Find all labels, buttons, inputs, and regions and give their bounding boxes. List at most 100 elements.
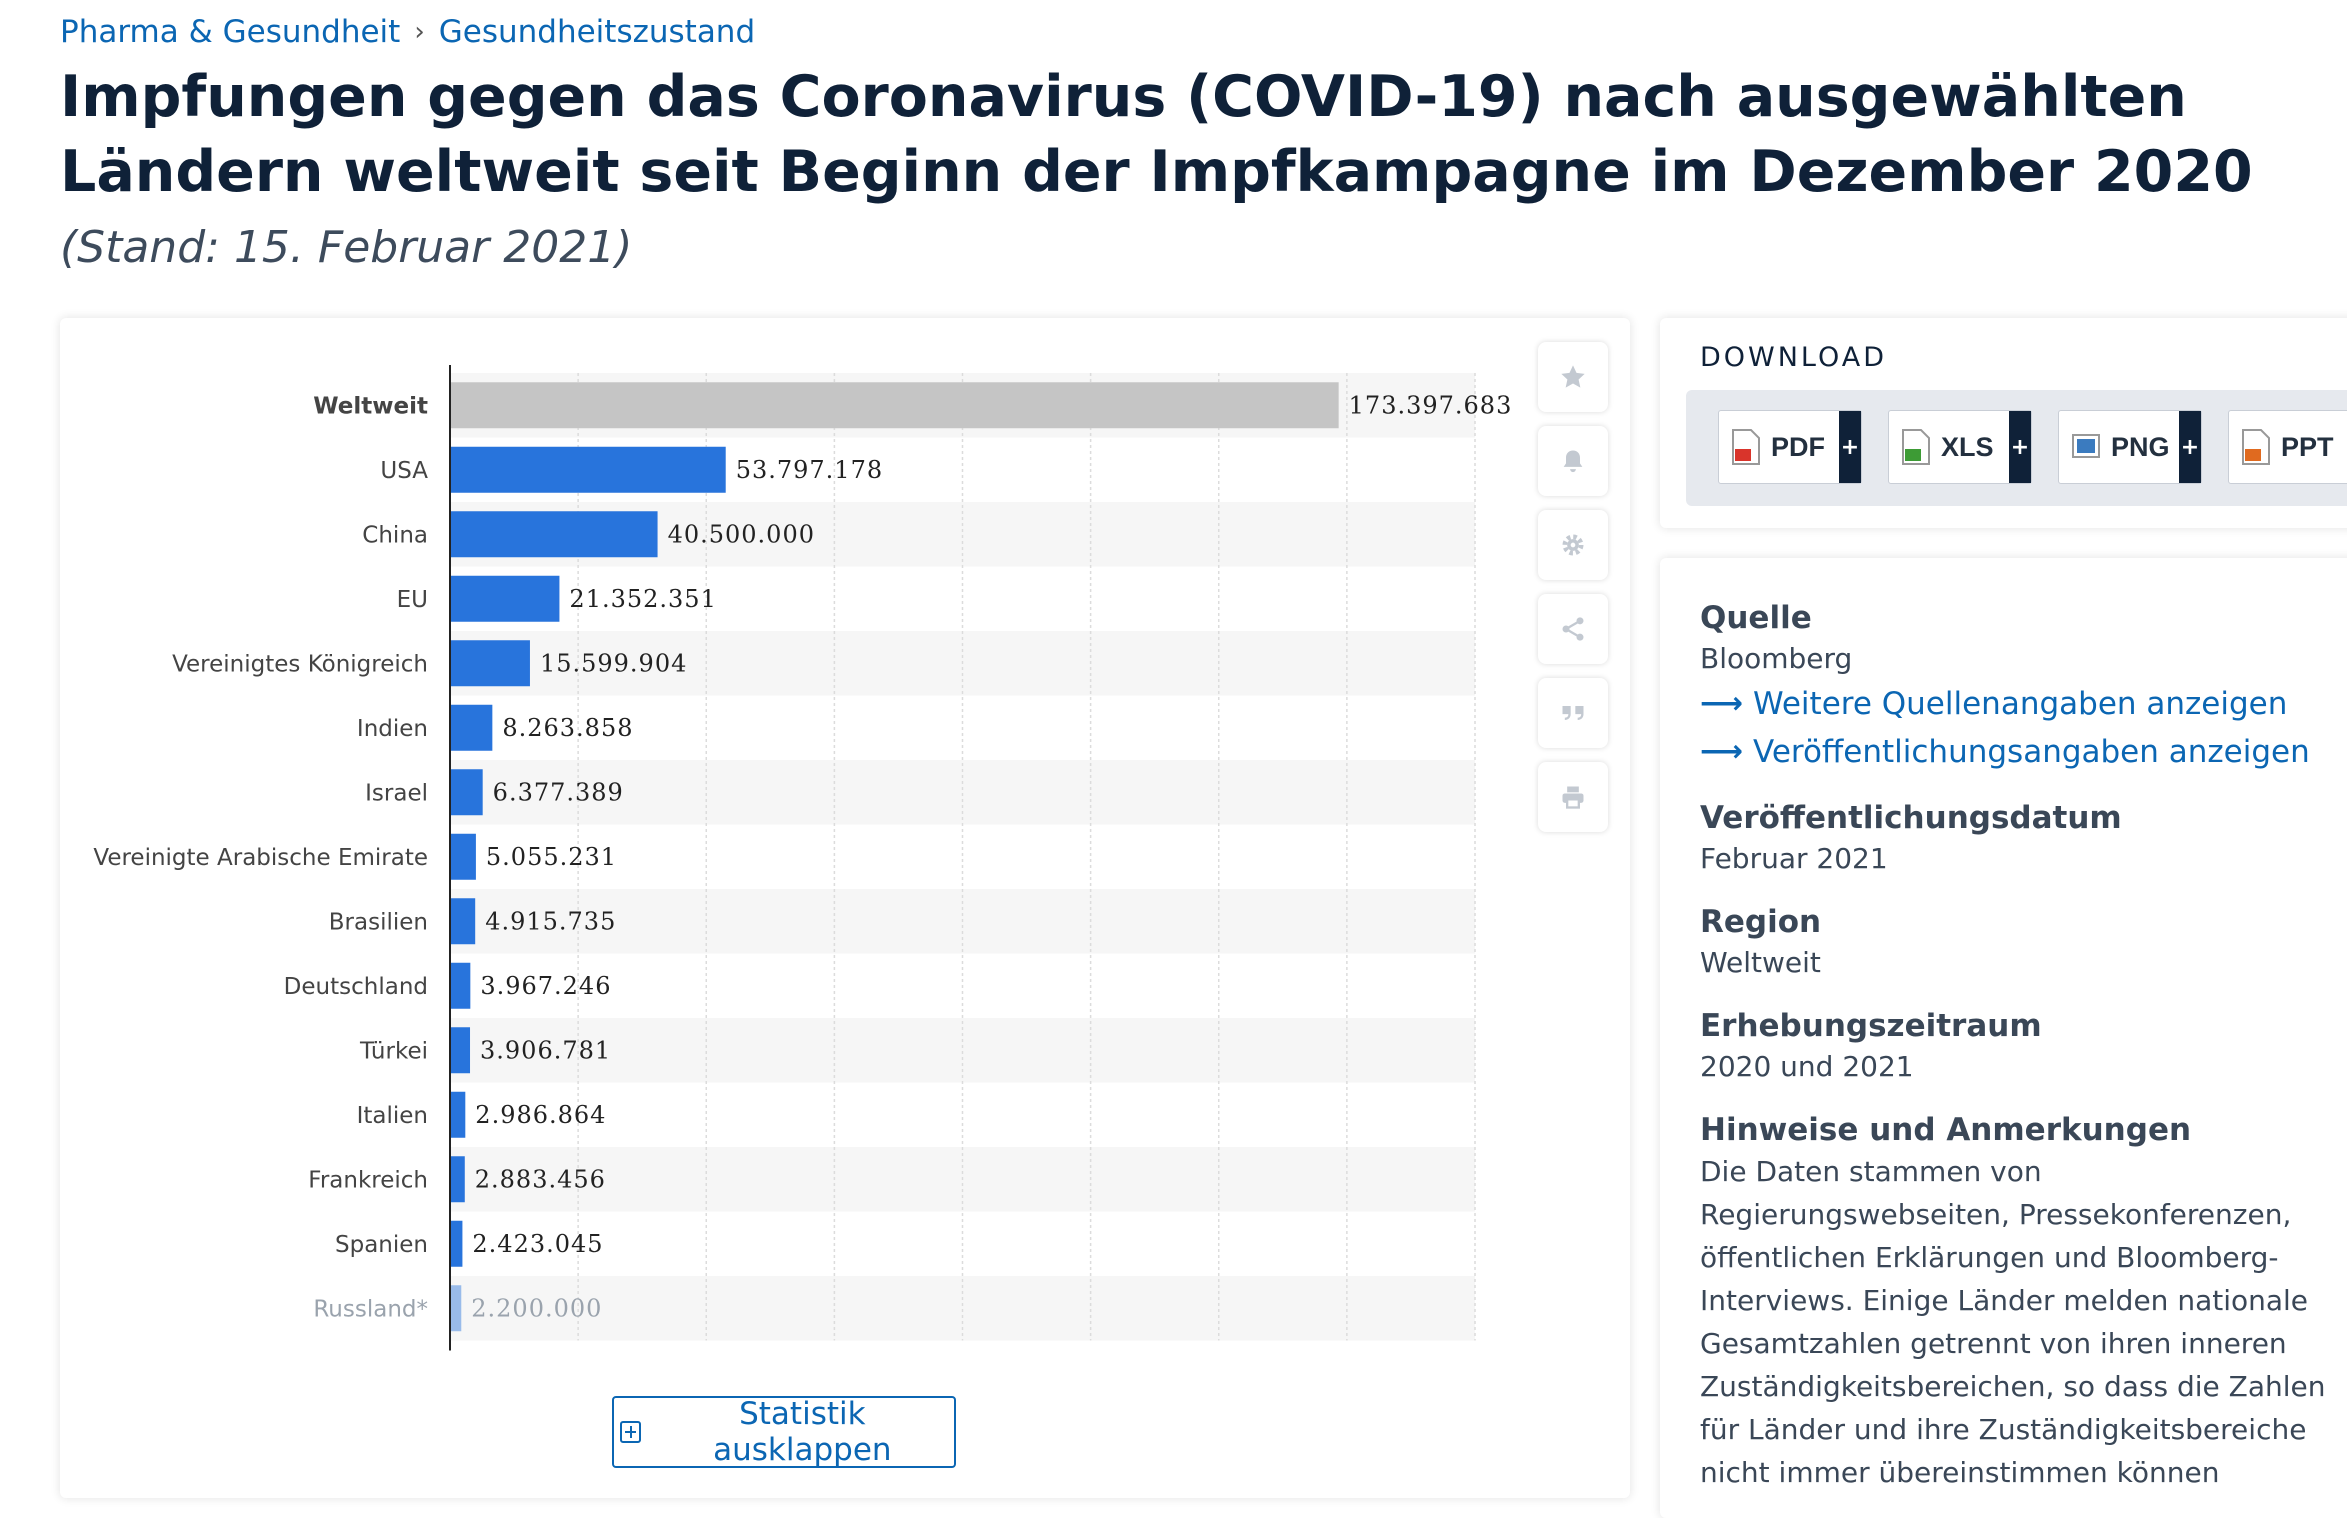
bar-china (450, 511, 658, 558)
category-label: China (362, 522, 428, 548)
arrow-right-icon: ⟶ (1700, 686, 1744, 721)
category-label: Vereinigtes Königreich (172, 651, 428, 677)
bar-frankreich (450, 1156, 465, 1203)
notes-heading: Hinweise und Anmerkungen (1700, 1112, 2192, 1148)
bar-italien (450, 1091, 466, 1138)
category-label: Russland* (313, 1296, 428, 1322)
publication-date-heading: Veröffentlichungsdatum (1700, 800, 2122, 836)
arrow-right-icon: ⟶ (1700, 734, 1744, 769)
bar-deutschland (450, 962, 471, 1009)
category-label: Weltweit (313, 393, 428, 419)
breadcrumb-separator: › (414, 17, 425, 47)
category-label: EU (397, 587, 428, 613)
bell-icon (1563, 450, 1583, 473)
download-png-button[interactable]: PNG + (2058, 410, 2202, 484)
category-label: Israel (365, 780, 428, 806)
publication-info-link[interactable]: ⟶ Veröffentlichungsangaben anzeigen (1700, 728, 2340, 776)
expand-statistic-label: Statistik ausklappen (713, 1396, 892, 1468)
download-title: DOWNLOAD (1700, 342, 1888, 373)
value-label: 4.915.735 (485, 907, 616, 935)
bar-spanien (450, 1220, 463, 1267)
more-sources-label: Weitere Quellenangaben anzeigen (1753, 686, 2288, 722)
download-pdf-label: PDF (1771, 431, 1825, 462)
settings-button[interactable] (1538, 510, 1608, 580)
survey-period-heading: Erhebungszeitraum (1700, 1008, 2042, 1044)
bar-russland- (450, 1285, 462, 1332)
value-label: 2.986.864 (475, 1101, 606, 1129)
chart-card: 173.397.683 Weltweit 53.797.178 USA 40.500.0… (60, 318, 1630, 1498)
bar-weltweit (450, 382, 1339, 429)
bar-brasilien (450, 898, 476, 945)
download-card: DOWNLOAD PDF + XLS + PNG + P (1660, 318, 2347, 528)
download-pdf-button[interactable]: PDF + (1718, 410, 1862, 484)
region-heading: Region (1700, 904, 1822, 940)
value-label: 173.397.683 (1349, 391, 1513, 419)
value-label: 15.599.904 (540, 649, 687, 677)
star-icon (1561, 365, 1585, 388)
breadcrumb-category-link[interactable]: Pharma & Gesundheit (60, 14, 401, 50)
source-value: Bloomberg (1700, 642, 1853, 675)
pdf-file-icon (1731, 429, 1761, 465)
region-value: Weltweit (1700, 946, 1821, 979)
png-file-icon (2071, 429, 2101, 465)
category-label: Spanien (335, 1232, 428, 1258)
share-icon (1562, 617, 1584, 641)
publication-date-value: Februar 2021 (1700, 842, 1888, 875)
value-label: 5.055.231 (486, 843, 617, 871)
chart-toolbar (1538, 342, 1608, 832)
value-label: 40.500.000 (668, 520, 815, 548)
quote-icon (1562, 706, 1584, 720)
gear-icon (1562, 534, 1584, 556)
download-xls-button[interactable]: XLS + (1888, 410, 2032, 484)
bar-eu (450, 575, 560, 622)
download-bar: PDF + XLS + PNG + PPT (1686, 390, 2347, 506)
page-subtitle: (Stand: 15. Februar 2021) (60, 222, 633, 273)
download-ppt-label: PPT (2281, 431, 2334, 462)
download-png-plus[interactable]: + (2179, 411, 2201, 483)
share-button[interactable] (1538, 594, 1608, 664)
more-sources-link[interactable]: ⟶ Weitere Quellenangaben anzeigen (1700, 680, 2340, 728)
value-label: 8.263.858 (502, 714, 633, 742)
notification-button[interactable] (1538, 426, 1608, 496)
breadcrumb-topic-link[interactable]: Gesundheitszustand (438, 14, 756, 50)
ppt-file-icon (2241, 429, 2271, 465)
value-label: 3.906.781 (480, 1036, 611, 1064)
download-png-label: PNG (2111, 431, 2170, 462)
value-label: 6.377.389 (493, 778, 624, 806)
source-heading: Quelle (1700, 600, 1812, 636)
value-label: 2.883.456 (475, 1165, 606, 1193)
value-label: 53.797.178 (736, 456, 883, 484)
category-label: Indien (357, 716, 428, 742)
bar-indien (450, 704, 493, 751)
value-label: 21.352.351 (569, 585, 716, 613)
category-label: Italien (357, 1103, 428, 1129)
value-label: 2.423.045 (472, 1230, 603, 1258)
download-ppt-button[interactable]: PPT (2228, 410, 2347, 484)
category-label: Türkei (359, 1038, 428, 1064)
expand-statistic-button[interactable]: Statistik ausklappen (612, 1396, 956, 1468)
print-button[interactable] (1538, 762, 1608, 832)
bar-vereinigte-arabische-emirate (450, 833, 476, 880)
bar-vereinigtes-königreich (450, 640, 530, 687)
print-icon (1562, 786, 1584, 809)
survey-period-value: 2020 und 2021 (1700, 1050, 1914, 1083)
value-label: 2.200.000 (471, 1294, 602, 1322)
download-xls-plus[interactable]: + (2009, 411, 2031, 483)
bar-usa (450, 446, 726, 493)
category-label: Deutschland (284, 974, 428, 1000)
value-label: 3.967.246 (480, 972, 611, 1000)
xls-file-icon (1901, 429, 1931, 465)
category-label: Brasilien (329, 909, 428, 935)
publication-info-label: Veröffentlichungsangaben anzeigen (1753, 734, 2310, 770)
source-info-card: Quelle Bloomberg ⟶ Weitere Quellenangabe… (1660, 558, 2347, 1518)
breadcrumb: Pharma & Gesundheit › Gesundheitszustand (60, 14, 755, 50)
favorite-button[interactable] (1538, 342, 1608, 412)
page-title: Impfungen gegen das Coronavirus (COVID-1… (60, 64, 2253, 205)
cite-button[interactable] (1538, 678, 1608, 748)
download-pdf-plus[interactable]: + (1839, 411, 1861, 483)
bar-chart: 173.397.683 Weltweit 53.797.178 USA 40.500.0… (93, 365, 1513, 1351)
category-label: Vereinigte Arabische Emirate (93, 845, 428, 871)
category-label: Frankreich (308, 1167, 428, 1193)
category-label: USA (380, 458, 428, 484)
bar-türkei (450, 1027, 471, 1074)
